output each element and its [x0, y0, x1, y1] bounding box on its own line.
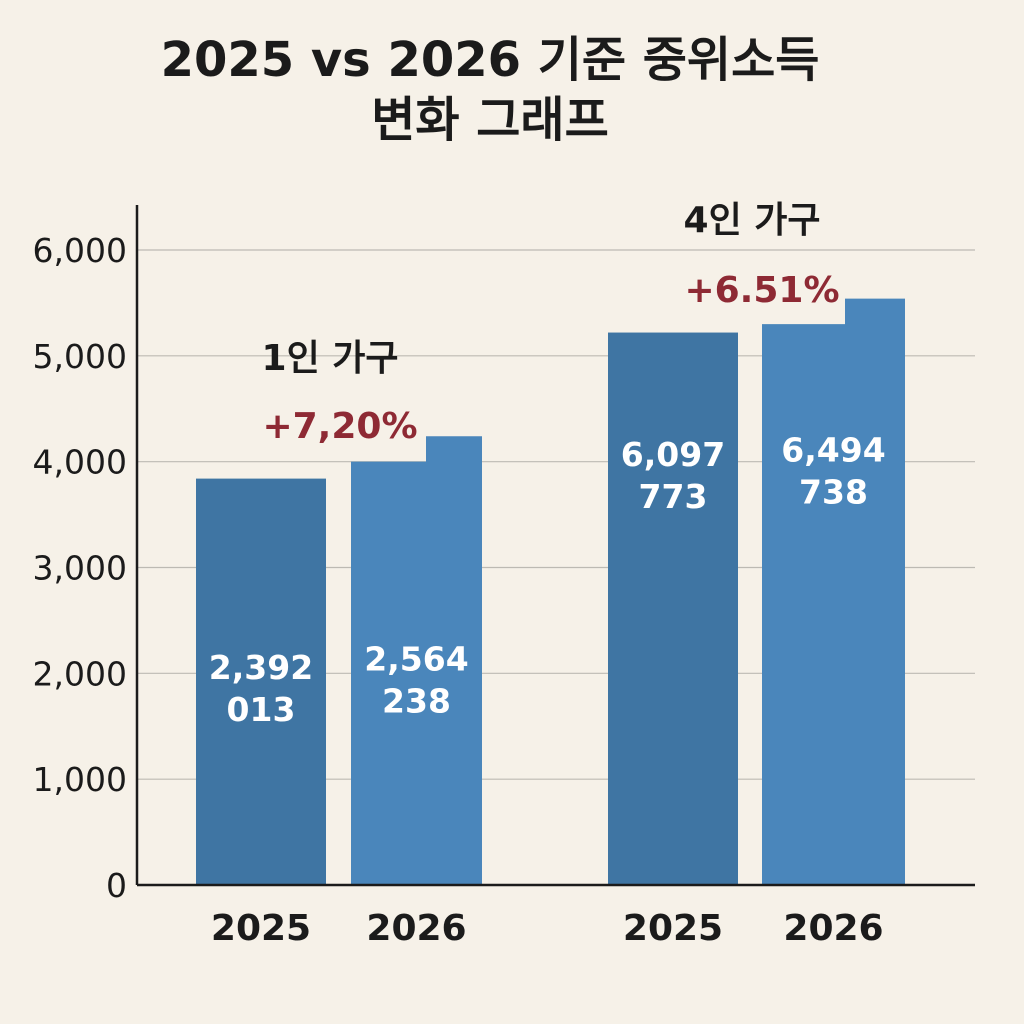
bar-four-2025: [608, 332, 738, 885]
bar-single-2026: [351, 436, 482, 885]
y-tick-label: 3,000: [33, 549, 127, 588]
y-tick-label: 2,000: [33, 654, 127, 693]
y-tick-label: 6,000: [33, 231, 127, 270]
x-tick-label: 2026: [783, 908, 883, 949]
change-percent-label: +7,20%: [262, 406, 417, 447]
group-label: 4인 가구: [684, 200, 821, 241]
bar-value-label: 738: [799, 473, 868, 512]
bar-value-label: 2,564: [364, 639, 468, 678]
x-tick-label: 2025: [623, 908, 723, 949]
bar-value-label: 6,494: [781, 431, 885, 470]
chart-title-line1: 2025 vs 2026 기준 중위소득: [160, 32, 820, 88]
x-tick-label: 2026: [366, 908, 466, 949]
bar-value-label: 6,097: [621, 435, 725, 474]
bar-value-label: 013: [227, 690, 296, 729]
bar-single-2025: [196, 478, 326, 885]
y-tick-label: 4,000: [33, 443, 127, 482]
chart-title-line2: 변화 그래프: [371, 92, 609, 148]
chart-title: 2025 vs 2026 기준 중위소득 변화 그래프: [120, 30, 860, 150]
x-tick-label: 2025: [211, 908, 311, 949]
bar-value-label: 2,392: [209, 648, 313, 687]
y-tick-label: 0: [106, 866, 127, 905]
bar-four-2026: [762, 298, 905, 885]
bar-value-label: 238: [382, 681, 451, 720]
group-label: 1인 가구: [262, 338, 399, 379]
change-percent-label: +6.51%: [684, 270, 839, 311]
y-tick-label: 5,000: [33, 337, 127, 376]
y-tick-label: 1,000: [33, 760, 127, 799]
bar-value-label: 773: [639, 477, 708, 516]
